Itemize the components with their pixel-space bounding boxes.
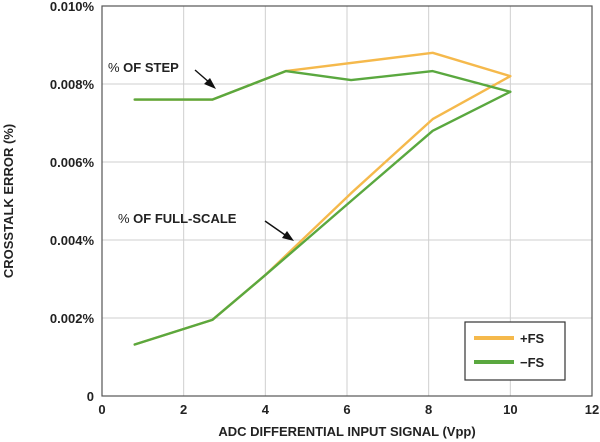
annotation-step-prefix: % bbox=[108, 60, 120, 75]
y-tick-label: 0 bbox=[87, 389, 94, 404]
annotation-fullscale-label: OF FULL-SCALE bbox=[130, 211, 237, 226]
tick-labels: 0 2 4 6 8 10 12 0 0.002% 0.004% 0.006% 0.008% 0.010% bbox=[50, 0, 599, 417]
minus-fs-step-line bbox=[133, 69, 512, 101]
annotation-fullscale-arrowhead bbox=[282, 231, 294, 241]
y-tick-label: 0.006% bbox=[50, 155, 95, 170]
annotation-fullscale-prefix: % bbox=[118, 211, 130, 226]
y-axis-title: CROSSTALK ERROR (%) bbox=[1, 124, 16, 278]
y-tick-label: 0.008% bbox=[50, 77, 95, 92]
x-tick-label: 2 bbox=[180, 402, 187, 417]
minus-fs-fullscale-line bbox=[133, 90, 512, 346]
y-tick-label: 0.010% bbox=[50, 0, 95, 14]
annotation-step: % OF STEP bbox=[108, 60, 179, 75]
x-tick-label: 4 bbox=[262, 402, 270, 417]
annotation-step-label: OF STEP bbox=[120, 60, 180, 75]
x-tick-label: 0 bbox=[98, 402, 105, 417]
y-tick-label: 0.002% bbox=[50, 311, 95, 326]
annotation-step-arrowhead bbox=[204, 78, 216, 89]
annotation-fullscale-arrow-line bbox=[264, 220, 289, 238]
x-tick-label: 6 bbox=[343, 402, 350, 417]
legend: +FS −FS bbox=[464, 321, 566, 381]
legend-box bbox=[464, 321, 566, 381]
x-tick-label: 12 bbox=[585, 402, 599, 417]
plot-frame bbox=[101, 5, 593, 397]
x-tick-label: 10 bbox=[503, 402, 517, 417]
legend-label-plus-fs: +FS bbox=[520, 331, 545, 346]
legend-label-minus-fs: −FS bbox=[520, 355, 545, 370]
series-layer bbox=[133, 51, 512, 346]
annotation-fullscale: % OF FULL-SCALE bbox=[118, 211, 237, 226]
y-tick-label: 0.004% bbox=[50, 233, 95, 248]
x-axis-title: ADC DIFFERENTIAL INPUT SIGNAL (Vpp) bbox=[218, 424, 475, 439]
x-tick-label: 8 bbox=[425, 402, 432, 417]
